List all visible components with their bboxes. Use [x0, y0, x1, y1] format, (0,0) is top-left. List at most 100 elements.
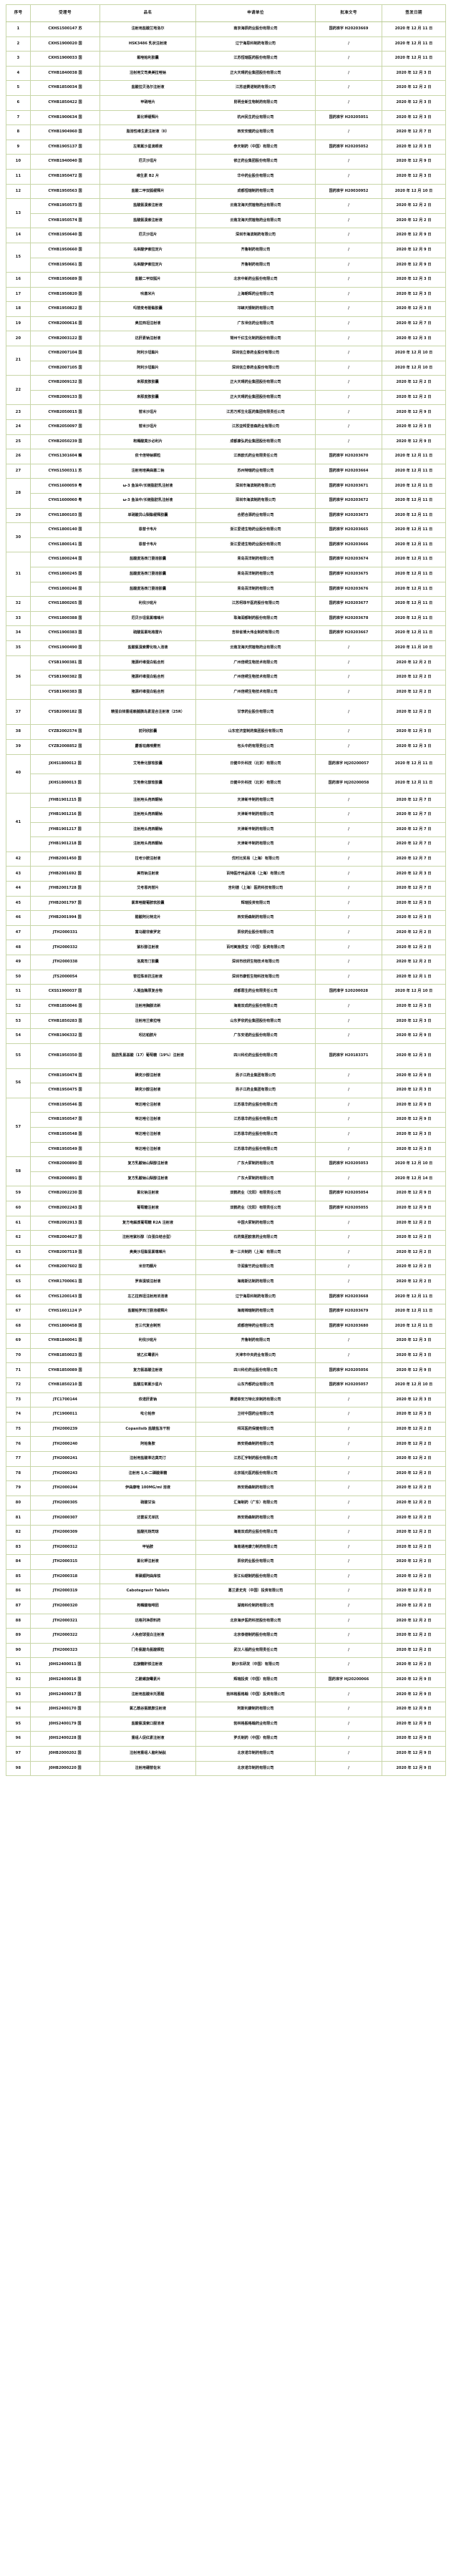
cell-product-name: 人免疫球蛋白注射液 — [100, 1628, 196, 1644]
cell-index: 53 — [6, 1013, 31, 1029]
cell-approval-no: / — [315, 198, 382, 214]
cell-applicant: 天津新丰制药有限公司 — [195, 792, 316, 809]
cell-approval-no: / — [315, 1598, 382, 1614]
cell-index: 15 — [6, 242, 31, 273]
cell-issue-date: 2020 年 12 月 3 日 — [382, 168, 446, 185]
table-row: 10 CYHB1940040 国厄贝沙坦片 修正药业集团股份有限公司/2020 年 … — [6, 154, 446, 170]
cell-acceptance-no: CYHS1601124 沪 — [30, 1304, 100, 1319]
cell-approval-no: / — [315, 655, 382, 671]
cell-applicant: 华中药业股份有限公司 — [195, 168, 316, 185]
cell-issue-date: 2020 年 12 月 2 日 — [382, 1554, 446, 1570]
table-header: 序号 受理号 品名 申请单位 批准文号 签发日期 — [6, 4, 446, 22]
cell-issue-date: 2020 年 12 月 3 日 — [382, 331, 446, 347]
cell-approval-no: / — [315, 1584, 382, 1599]
cell-approval-no: / — [315, 1510, 382, 1526]
cell-acceptance-no: CYHS1900490 国 — [30, 640, 100, 656]
cell-acceptance-no: CYSB2000182 国 — [30, 699, 100, 726]
cell-acceptance-no: CYHB1950660 国 — [30, 242, 100, 258]
cell-approval-no: / — [315, 286, 382, 303]
cell-approval-no: / — [315, 1760, 382, 1777]
table-row: 41 JYHB1901215 国注射用头孢西酮钠 天津新丰制药有限公司/2020 年… — [6, 792, 446, 852]
cell-approval-no: 国药准字 HJ20200058 — [315, 773, 382, 794]
cell-issue-date: 2020 年 12 月 9 日 — [382, 404, 446, 421]
cell-index: 88 — [6, 1613, 31, 1629]
cell-acceptance-no: JXHS1800012 国 — [30, 753, 100, 774]
cell-acceptance-no: CYHB1950547 国 — [30, 1112, 100, 1128]
cell-product-name: 氯化钾缓释片 — [100, 109, 196, 126]
cell-product-name: 马来酸伊索拉定片 — [100, 257, 196, 273]
cell-product-name: 硝酸甘油 — [100, 1495, 196, 1511]
cell-approval-no: / — [315, 1407, 382, 1423]
cell-acceptance-no: CYHS1800246 国 — [30, 581, 100, 597]
cell-applicant: 优时比贸易（上海）有限公司 — [195, 851, 316, 867]
cell-approval-no: / — [315, 360, 382, 376]
cell-applicant: 拜耳医药保健有限公司 — [195, 1421, 316, 1438]
cell-approval-no: / — [315, 1745, 382, 1762]
cell-index: 10 — [6, 154, 31, 170]
cell-index: 64 — [6, 1259, 31, 1275]
cell-acceptance-no: JYHB2001450 国 — [30, 851, 100, 867]
cell-index: 73 — [6, 1392, 31, 1408]
cell-product-name: 罗库溴铵注射液 — [100, 1274, 196, 1290]
cell-applicant: 广东安诺药业股份有限公司 — [195, 1028, 316, 1044]
table-row: 96 J0HS2400228 国重组人促红素注射液 罗氏制药（中国）有限公司/202… — [6, 1731, 446, 1747]
cell-applicant: 珠海润都制药股份有限公司 — [195, 610, 316, 627]
cell-product-name: 来那度胺胶囊 — [100, 389, 196, 406]
cell-applicant: 扬子江药业集团有限公司 — [195, 1083, 316, 1098]
cell-applicant: 成都倍特药业有限公司 — [195, 1318, 316, 1335]
cell-approval-no: / — [315, 404, 382, 421]
cell-approval-no: / — [315, 1451, 382, 1467]
cell-applicant: 广州倍绣生物技术有限公司 — [195, 684, 316, 701]
cell-applicant: 武汉人福药业有限责任公司 — [195, 1642, 316, 1659]
cell-approval-no: / — [315, 36, 382, 52]
cell-index: 68 — [6, 1318, 31, 1335]
cell-acceptance-no: CYHS1301604 赣 — [30, 449, 100, 464]
cell-acceptance-no: CYHB1840041 国 — [30, 1333, 100, 1349]
cell-product-name: 注射用盐酸苯达莫司汀 — [100, 1451, 196, 1467]
cell-index: 21 — [6, 346, 31, 376]
cell-applicant: 江苏恩华药业股份有限公司 — [195, 1141, 316, 1158]
cell-issue-date: 2020 年 12 月 2 日 — [382, 1613, 446, 1629]
cell-issue-date: 2020 年 12 月 3 日 — [382, 895, 446, 912]
cell-issue-date: 2020 年 12 月 7 日 — [382, 125, 446, 140]
cell-approval-no: / — [315, 168, 382, 185]
cell-acceptance-no: CYHS1800245 国 — [30, 566, 100, 582]
cell-applicant: 默沙东研发（中国）有限公司 — [195, 1657, 316, 1673]
cell-approval-no: / — [315, 1495, 382, 1511]
cell-approval-no: / — [315, 1013, 382, 1029]
cell-issue-date: 2020 年 12 月 9 日 — [382, 1687, 446, 1703]
cell-applicant: 北京泰德制药股份有限公司 — [195, 1628, 316, 1644]
cell-index: 71 — [6, 1362, 31, 1379]
cell-approval-no: / — [315, 640, 382, 656]
cell-applicant: 勃林格殷格翰药业有限公司 — [195, 1716, 316, 1732]
table-row: 62 CYHB2004627 国注射用紫杉醇（白蛋白结合型） 石药集团欧意药业有限公… — [6, 1230, 446, 1246]
cell-issue-date: 2020 年 12 月 2 日 — [382, 1259, 446, 1275]
cell-product-name: 吉三代复合制剂 — [100, 1318, 196, 1335]
cell-applicant: 扬子江药业集团有限公司 — [195, 1068, 316, 1084]
cell-index: 24 — [6, 419, 31, 435]
cell-approval-no: 国药准字 H20203669 — [315, 21, 382, 37]
cell-issue-date: 2020 年 12 月 2 日 — [382, 1480, 446, 1496]
cell-product-name: 达格列净原料药 — [100, 1613, 196, 1629]
cell-applicant: 四川科伦药业股份有限公司 — [195, 1362, 316, 1379]
cell-index: 79 — [6, 1480, 31, 1496]
cell-acceptance-no: J0HS2400016 国 — [30, 1672, 100, 1688]
cell-issue-date: 2020 年 12 月 9 日 — [382, 1097, 446, 1113]
cell-applicant: 西安杨森制药有限公司 — [195, 1510, 316, 1526]
cell-acceptance-no: J0HS2400017 国 — [30, 1687, 100, 1703]
cell-applicant: 海南通用康力制药有限公司 — [195, 1539, 316, 1556]
cell-acceptance-no: CYHB2009132 国 — [30, 375, 100, 391]
cell-index: 26 — [6, 449, 31, 464]
table-row: 20 CYHB2003122 国达肝素钠注射液 常州千红生化制药股份有限公司/202… — [6, 331, 446, 347]
cell-issue-date: 2020 年 12 月 11 日 — [382, 610, 446, 627]
cell-applicant: 苏州特瑞药业有限公司 — [195, 463, 316, 479]
cell-index: 34 — [6, 625, 31, 641]
table-row: 65 CYHR1700061 国罗库溴铵注射液 海南斯达制药有限公司/2020 年 … — [6, 1274, 446, 1290]
cell-issue-date: 2020 年 12 月 11 日 — [382, 478, 446, 494]
cell-acceptance-no: CYHB2007104 国 — [30, 346, 100, 361]
cell-applicant: 吉利德（上海）医药科技有限公司 — [195, 881, 316, 897]
cell-acceptance-no: CYHB1850034 国 — [30, 80, 100, 96]
col-header-issue-date: 签发日期 — [382, 4, 446, 22]
cell-acceptance-no: JYHB1901217 国 — [30, 821, 100, 838]
cell-applicant: 葛兰素史克（中国）投资有限公司 — [195, 1584, 316, 1599]
